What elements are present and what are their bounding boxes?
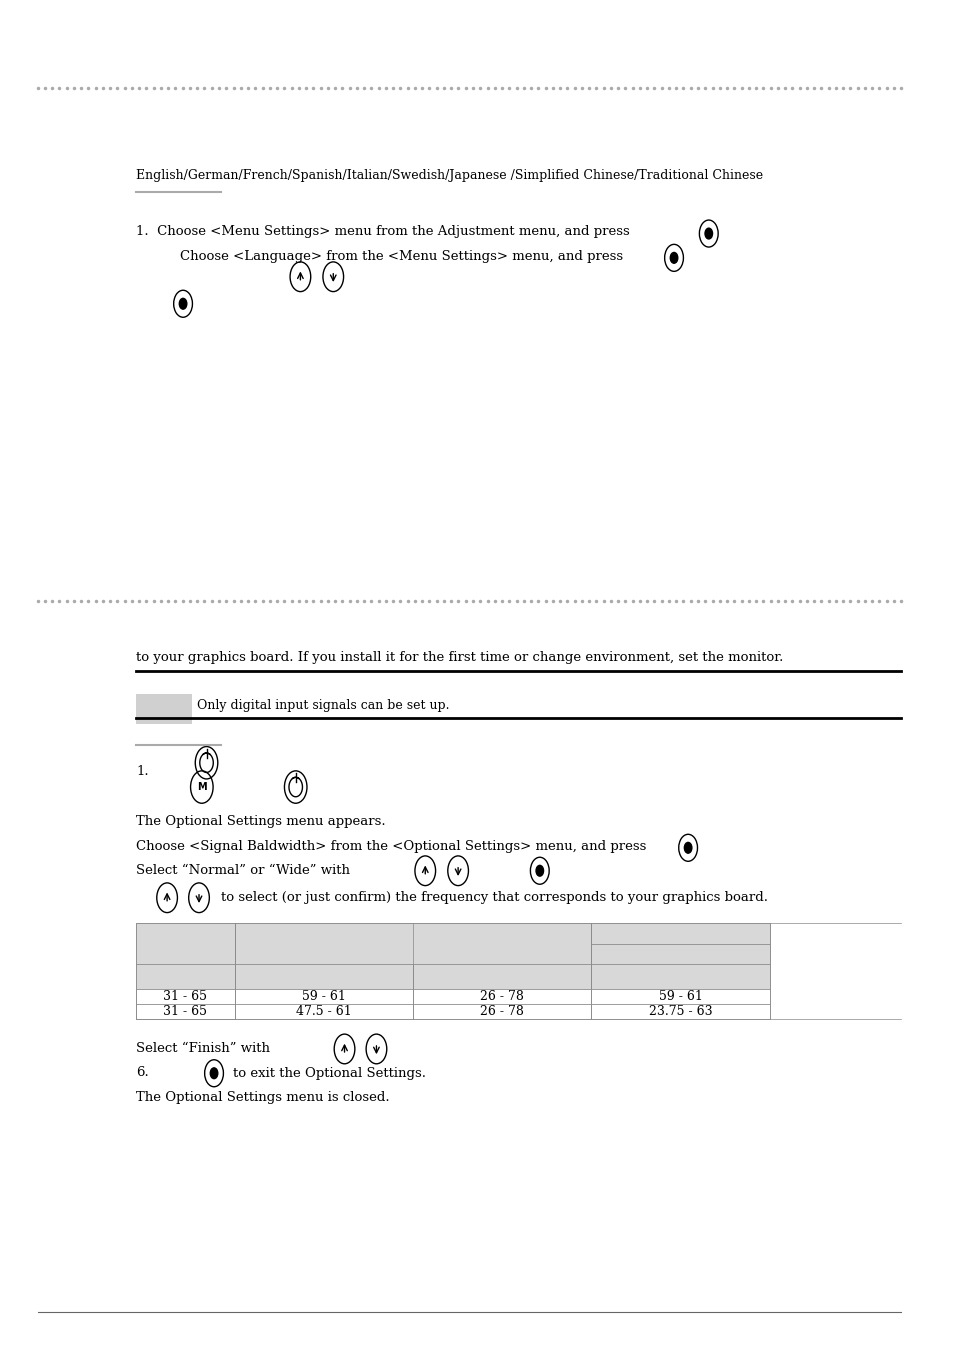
FancyBboxPatch shape bbox=[591, 988, 769, 1004]
FancyBboxPatch shape bbox=[413, 988, 591, 1004]
FancyBboxPatch shape bbox=[136, 1004, 234, 1019]
Text: 59 - 61: 59 - 61 bbox=[658, 990, 701, 1003]
Circle shape bbox=[670, 252, 677, 263]
Text: Choose <Language> from the <Menu Settings> menu, and press: Choose <Language> from the <Menu Setting… bbox=[180, 250, 622, 263]
Text: 31 - 65: 31 - 65 bbox=[163, 990, 207, 1003]
Text: to your graphics board. If you install it for the first time or change environme: to your graphics board. If you install i… bbox=[136, 651, 782, 664]
Text: 47.5 - 61: 47.5 - 61 bbox=[295, 1006, 352, 1018]
Text: The Optional Settings menu is closed.: The Optional Settings menu is closed. bbox=[136, 1091, 390, 1104]
Text: English/German/French/Spanish/Italian/Swedish/Japanese /Simplified Chinese/Tradi: English/German/French/Spanish/Italian/Sw… bbox=[136, 169, 762, 182]
Circle shape bbox=[704, 228, 712, 239]
FancyBboxPatch shape bbox=[136, 1004, 234, 1019]
Text: Select “Finish” with: Select “Finish” with bbox=[136, 1042, 270, 1056]
FancyBboxPatch shape bbox=[136, 964, 234, 988]
Text: to select (or just confirm) the frequency that corresponds to your graphics boar: to select (or just confirm) the frequenc… bbox=[220, 891, 767, 904]
Text: 6.: 6. bbox=[136, 1066, 149, 1080]
Text: The Optional Settings menu appears.: The Optional Settings menu appears. bbox=[136, 815, 385, 829]
Text: to exit the Optional Settings.: to exit the Optional Settings. bbox=[233, 1066, 425, 1080]
Circle shape bbox=[683, 842, 691, 853]
Text: Choose <Signal Baldwidth> from the <Optional Settings> menu, and press: Choose <Signal Baldwidth> from the <Opti… bbox=[136, 840, 646, 853]
Text: 1.: 1. bbox=[136, 765, 149, 779]
Text: Only digital input signals can be set up.: Only digital input signals can be set up… bbox=[197, 699, 449, 713]
FancyBboxPatch shape bbox=[413, 1004, 591, 1019]
Circle shape bbox=[210, 1068, 217, 1079]
FancyBboxPatch shape bbox=[234, 923, 591, 964]
Text: 26 - 78: 26 - 78 bbox=[479, 990, 523, 1003]
FancyBboxPatch shape bbox=[136, 923, 234, 964]
Text: 59 - 61: 59 - 61 bbox=[301, 990, 345, 1003]
Text: 31 - 65: 31 - 65 bbox=[163, 1006, 207, 1018]
Circle shape bbox=[179, 298, 187, 309]
Circle shape bbox=[536, 865, 543, 876]
FancyBboxPatch shape bbox=[234, 1004, 413, 1019]
Text: M: M bbox=[197, 782, 207, 792]
FancyBboxPatch shape bbox=[591, 944, 769, 964]
Text: Select “Normal” or “Wide” with: Select “Normal” or “Wide” with bbox=[136, 864, 350, 878]
Text: 1.  Choose <Menu Settings> menu from the Adjustment menu, and press: 1. Choose <Menu Settings> menu from the … bbox=[136, 225, 629, 239]
FancyBboxPatch shape bbox=[591, 964, 769, 988]
Text: 26 - 78: 26 - 78 bbox=[479, 1006, 523, 1018]
Text: 23.75 - 63: 23.75 - 63 bbox=[648, 1006, 712, 1018]
FancyBboxPatch shape bbox=[136, 988, 234, 1004]
FancyBboxPatch shape bbox=[234, 964, 413, 988]
FancyBboxPatch shape bbox=[136, 988, 234, 1004]
FancyBboxPatch shape bbox=[234, 988, 413, 1004]
FancyBboxPatch shape bbox=[136, 694, 193, 724]
FancyBboxPatch shape bbox=[591, 923, 769, 944]
FancyBboxPatch shape bbox=[413, 964, 591, 988]
FancyBboxPatch shape bbox=[591, 1004, 769, 1019]
